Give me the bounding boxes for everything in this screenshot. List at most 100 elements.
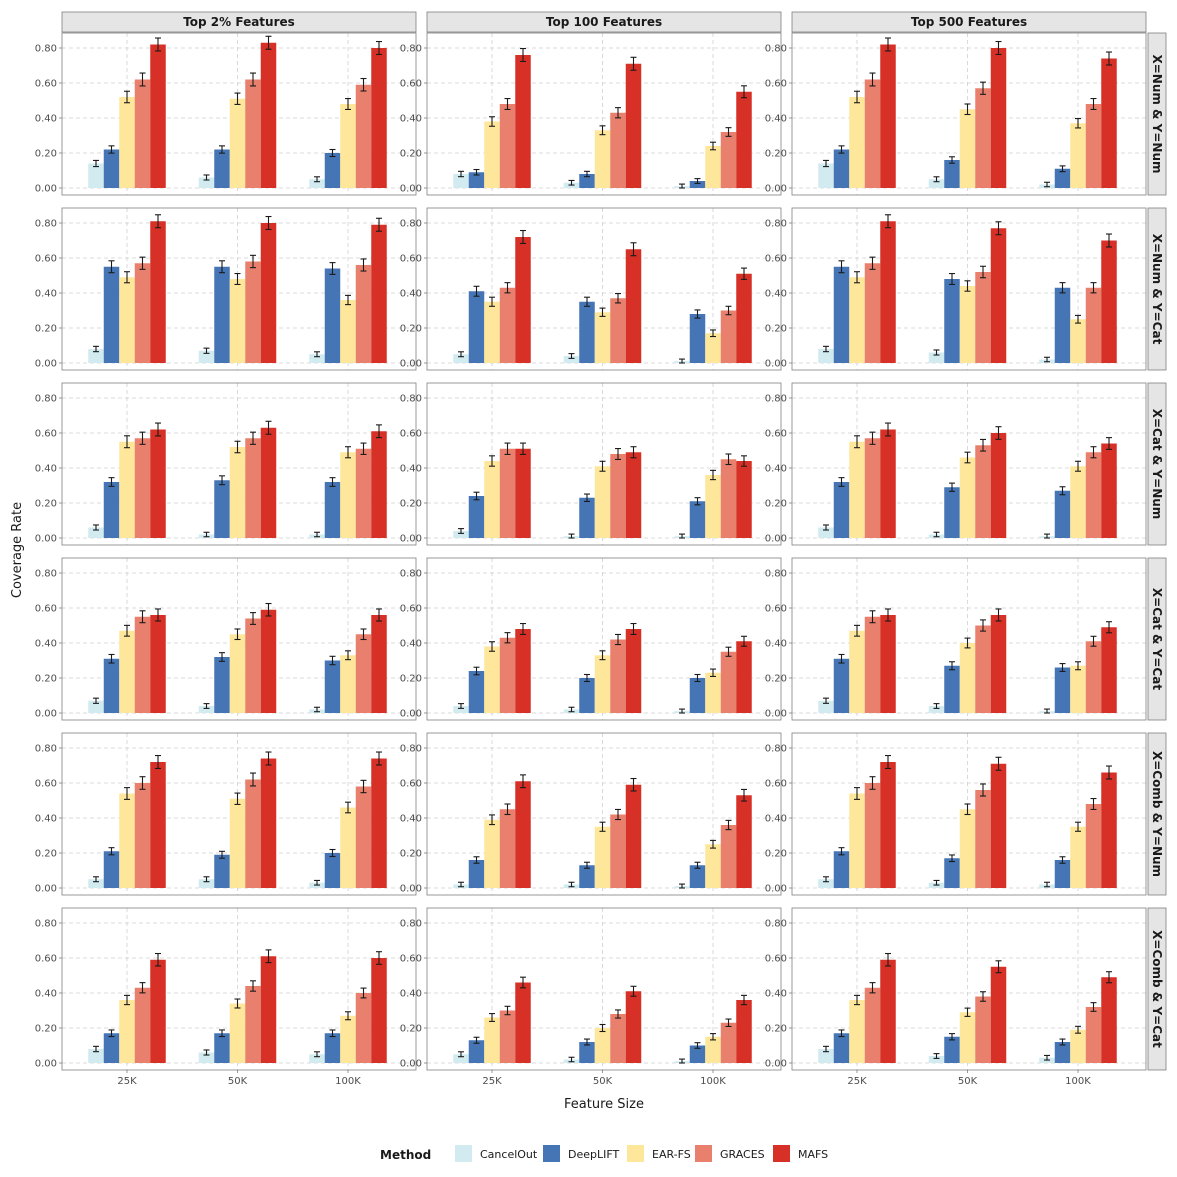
- bar: [119, 1000, 135, 1063]
- y-tick-label: 0.60: [400, 254, 422, 265]
- bar: [1054, 667, 1071, 713]
- bar: [340, 1015, 356, 1063]
- x-tick-label: 25K: [482, 1076, 502, 1087]
- row-strip: [1147, 207, 1167, 371]
- bar: [1101, 977, 1117, 1063]
- bar: [134, 783, 151, 888]
- panel: 0.00 0.20 0.40 0.60 0.80: [765, 732, 1147, 896]
- panel: 0.00 0.20 0.40 0.60 0.80: [765, 382, 1147, 546]
- bar: [1085, 1007, 1102, 1063]
- y-tick-label: 0.80: [400, 744, 422, 755]
- bar: [260, 427, 277, 538]
- y-tick-label: 0.60: [400, 954, 422, 965]
- bar: [849, 441, 865, 538]
- bar: [1085, 804, 1102, 888]
- column-strip: [61, 11, 417, 33]
- y-tick-label: 0.60: [400, 79, 422, 90]
- bar: [245, 79, 261, 188]
- y-tick-label: 0.40: [35, 464, 57, 475]
- y-tick-label: 0.40: [400, 114, 422, 125]
- bar: [355, 993, 372, 1063]
- bar: [1070, 466, 1086, 538]
- bar: [975, 88, 991, 188]
- bar: [484, 121, 500, 188]
- column-strip: [791, 11, 1147, 33]
- bar: [833, 658, 850, 713]
- bar: [103, 482, 120, 538]
- bar: [579, 497, 595, 538]
- bar: [515, 448, 531, 538]
- legend-swatch: [773, 1145, 790, 1162]
- y-tick-label: 0.00: [400, 184, 422, 195]
- bar: [499, 104, 516, 188]
- bar: [119, 793, 135, 888]
- bar: [371, 615, 387, 713]
- x-tick-label: 100K: [335, 1076, 361, 1087]
- y-tick-label: 0.00: [400, 534, 422, 545]
- bar: [1101, 772, 1117, 888]
- bar: [468, 172, 485, 188]
- bar: [990, 228, 1007, 363]
- bar: [1085, 287, 1102, 363]
- y-tick-label: 0.60: [765, 429, 787, 440]
- panel: 0.00 0.20 0.40 0.60 0.80: [400, 32, 782, 196]
- bar: [959, 1012, 976, 1063]
- y-tick-label: 0.20: [400, 149, 422, 160]
- y-tick-label: 0.60: [400, 429, 422, 440]
- bar: [260, 42, 277, 188]
- bar: [944, 487, 960, 538]
- bar: [260, 223, 277, 363]
- y-tick-label: 0.80: [35, 569, 57, 580]
- y-tick-label: 0.80: [765, 44, 787, 55]
- bar: [214, 854, 230, 888]
- y-tick-label: 0.00: [35, 709, 57, 720]
- bar: [610, 454, 626, 538]
- bar: [849, 97, 865, 188]
- y-tick-label: 0.20: [35, 499, 57, 510]
- bar: [245, 779, 261, 888]
- y-tick-label: 0.40: [765, 814, 787, 825]
- bar: [324, 660, 341, 713]
- bar: [88, 1049, 104, 1063]
- y-tick-label: 0.00: [35, 884, 57, 895]
- legend-swatch: [543, 1145, 560, 1162]
- bar: [324, 853, 341, 888]
- bar: [818, 163, 834, 188]
- bar: [928, 706, 945, 713]
- panel: 0.00 0.20 0.40 0.60 0.80: [400, 557, 782, 721]
- y-tick-label: 0.60: [35, 604, 57, 615]
- panel-border: [61, 32, 417, 196]
- bar: [1070, 123, 1086, 188]
- panel-border: [426, 32, 782, 196]
- y-tick-label: 0.00: [765, 709, 787, 720]
- y-tick-label: 0.20: [765, 499, 787, 510]
- y-tick-label: 0.80: [400, 919, 422, 930]
- bar: [563, 356, 580, 363]
- bar: [880, 615, 896, 713]
- row-strip-label: X=Comb & Y=Cat: [1150, 930, 1164, 1048]
- bar: [720, 132, 737, 188]
- bar: [975, 445, 991, 538]
- x-axis-title: Feature Size: [564, 1097, 644, 1112]
- y-tick-label: 0.40: [35, 114, 57, 125]
- bar: [499, 637, 516, 713]
- y-tick-label: 0.40: [400, 989, 422, 1000]
- bar: [944, 1036, 960, 1063]
- bar: [864, 79, 881, 188]
- bar: [959, 286, 976, 363]
- panel: 0.00 0.20 0.40 0.60 0.80: [35, 732, 417, 896]
- panel-border: [61, 207, 417, 371]
- y-tick-label: 0.80: [765, 219, 787, 230]
- bar: [818, 349, 834, 363]
- bar: [515, 982, 531, 1063]
- bar: [355, 786, 372, 888]
- bar: [990, 48, 1007, 188]
- y-tick-label: 0.20: [400, 849, 422, 860]
- bar: [689, 314, 706, 363]
- bar: [453, 354, 469, 363]
- row-strip-label: X=Num & Y=Cat: [1150, 234, 1164, 345]
- bar: [625, 629, 642, 713]
- bar: [260, 956, 277, 1063]
- bar: [579, 865, 595, 888]
